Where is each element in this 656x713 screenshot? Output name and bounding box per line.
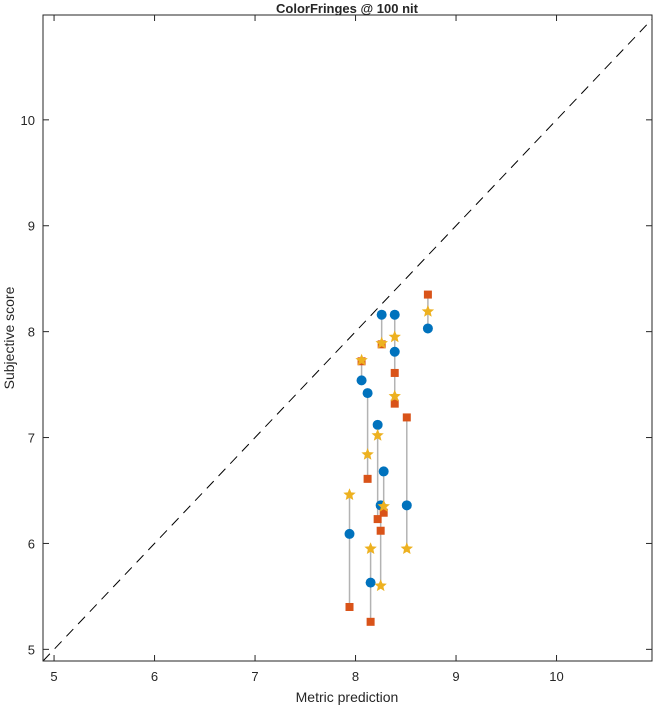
data-point-star (400, 542, 413, 554)
x-tick-label: 8 (352, 669, 359, 684)
y-tick-label: 5 (28, 642, 35, 657)
data-point-square (390, 399, 399, 408)
data-point-circle (401, 500, 412, 511)
data-point-square (366, 617, 375, 626)
plot-area-border (42, 14, 653, 662)
y-tick-label: 9 (28, 219, 35, 234)
data-point-square (376, 526, 385, 535)
data-point-circle (376, 309, 387, 320)
data-point-square (402, 413, 411, 422)
y-tick-label: 7 (28, 431, 35, 446)
data-point-square (363, 474, 372, 483)
y-axis-label: Subjective score (1, 286, 17, 389)
data-point-circle (356, 375, 367, 386)
y-tick-label: 8 (28, 325, 35, 340)
data-point-star (388, 330, 401, 343)
data-point-star (371, 428, 384, 441)
x-tick-label: 10 (549, 669, 563, 684)
x-axis-label: Metric prediction (296, 689, 399, 705)
data-point-circle (389, 346, 400, 357)
data-point-star (388, 389, 401, 402)
data-point-square (423, 290, 432, 299)
data-point-square (373, 515, 382, 524)
data-point-star (375, 336, 388, 349)
y-tick-label: 6 (28, 536, 35, 551)
data-point-star (355, 353, 368, 366)
data-point-square (390, 368, 399, 377)
data-point-circle (389, 309, 400, 320)
data-point-circle (372, 419, 383, 430)
x-tick-label: 6 (151, 669, 158, 684)
data-point-star (377, 499, 390, 512)
data-point-square (379, 508, 388, 517)
x-tick-label: 9 (452, 669, 459, 684)
data-point-star (421, 305, 435, 317)
chart-title: ColorFringes @ 100 nit (276, 1, 419, 16)
x-tick-label: 7 (251, 669, 258, 684)
data-point-circle (365, 577, 376, 588)
data-point-circle (344, 528, 355, 539)
x-tick-label: 5 (50, 669, 57, 684)
data-point-star (374, 579, 387, 592)
data-point-star (364, 542, 377, 554)
data-point-star (361, 448, 374, 460)
data-point-circle (362, 388, 373, 399)
identity-reference-line (42, 18, 653, 662)
data-point-circle (422, 323, 433, 334)
data-point-star (343, 488, 356, 500)
y-tick-label: 10 (21, 113, 35, 128)
data-point-circle (378, 466, 389, 477)
data-point-square (345, 602, 354, 611)
